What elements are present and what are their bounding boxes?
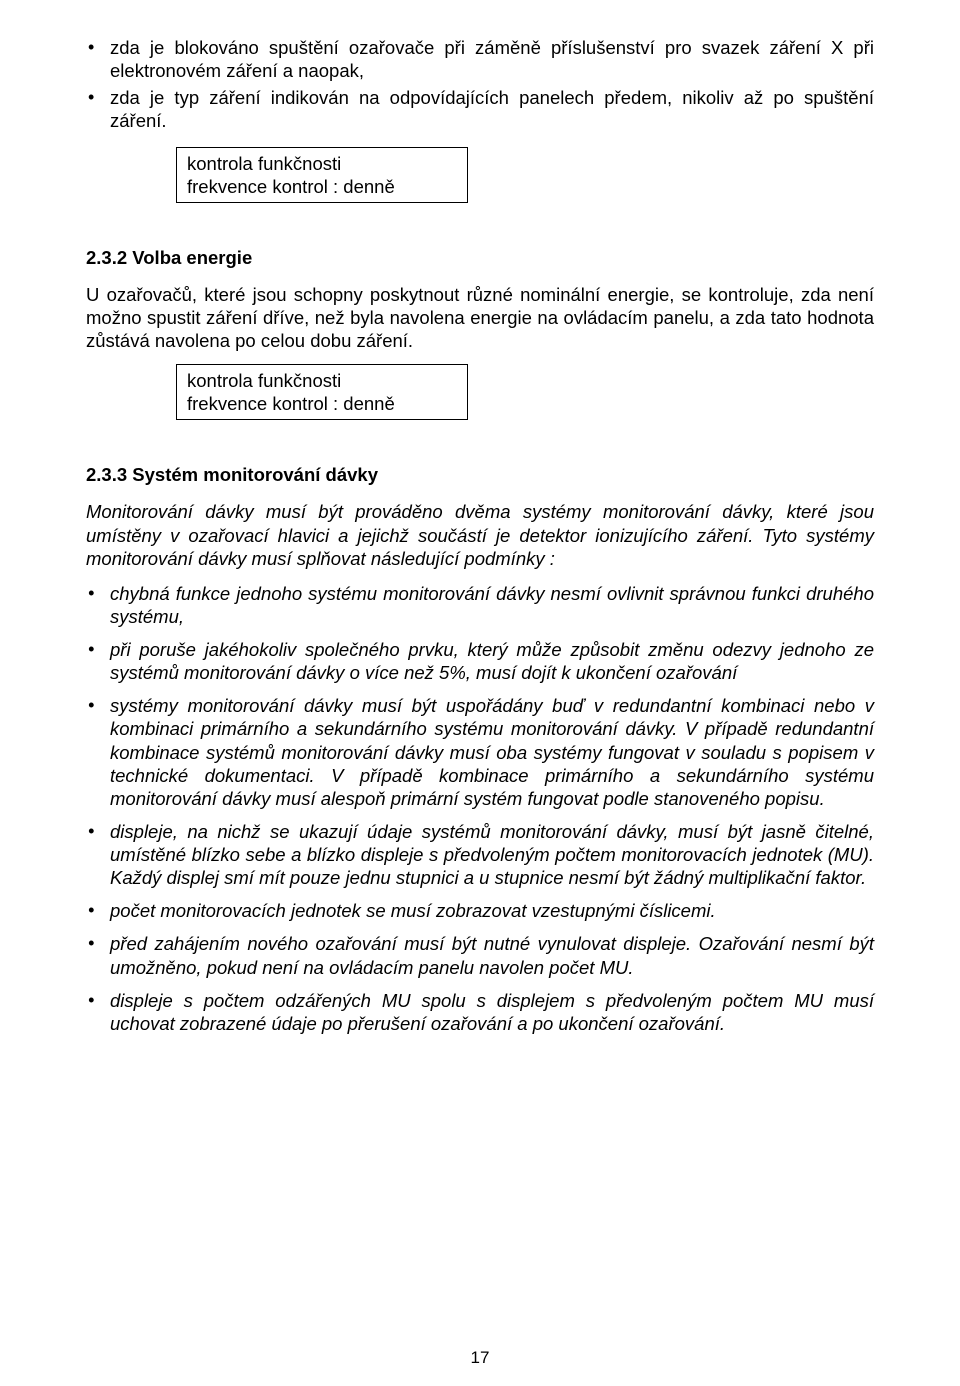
section-233-intro: Monitorování dávky musí být prováděno dv… (86, 500, 874, 569)
info-box-1: kontrola funkčnosti frekvence kontrol : … (176, 147, 468, 203)
list-item-text: při poruše jakéhokoliv společného prvku,… (110, 639, 874, 683)
list-item: při poruše jakéhokoliv společného prvku,… (86, 638, 874, 684)
page-container: zda je blokováno spuštění ozařovače při … (0, 0, 960, 1386)
top-bullet-list: zda je blokováno spuštění ozařovače při … (86, 36, 874, 133)
box-line: kontrola funkčnosti (187, 369, 457, 392)
list-item-text: před zahájením nového ozařování musí být… (110, 933, 874, 977)
list-item-text: systémy monitorování dávky musí být uspo… (110, 695, 874, 809)
page-number: 17 (0, 1348, 960, 1368)
list-item: zda je typ záření indikován na odpovídaj… (86, 86, 874, 132)
list-item-text: počet monitorovacích jednotek se musí zo… (110, 900, 716, 921)
list-item: systémy monitorování dávky musí být uspo… (86, 694, 874, 810)
section-232-paragraph: U ozařovačů, které jsou schopny poskytno… (86, 283, 874, 352)
section-233-bullet-list: chybná funkce jednoho systému monitorová… (86, 582, 874, 1035)
list-item-text: displeje s počtem odzářených MU spolu s … (110, 990, 874, 1034)
box-line: kontrola funkčnosti (187, 152, 457, 175)
list-item-text: zda je blokováno spuštění ozařovače při … (110, 37, 874, 81)
list-item-text: displeje, na nichž se ukazují údaje syst… (110, 821, 874, 888)
list-item: chybná funkce jednoho systému monitorová… (86, 582, 874, 628)
section-heading-233: 2.3.3 Systém monitorování dávky (86, 464, 874, 486)
box-line: frekvence kontrol : denně (187, 175, 457, 198)
list-item: počet monitorovacích jednotek se musí zo… (86, 899, 874, 922)
box-line: frekvence kontrol : denně (187, 392, 457, 415)
info-box-2: kontrola funkčnosti frekvence kontrol : … (176, 364, 468, 420)
list-item-text: chybná funkce jednoho systému monitorová… (110, 583, 874, 627)
section-heading-232: 2.3.2 Volba energie (86, 247, 874, 269)
list-item: displeje, na nichž se ukazují údaje syst… (86, 820, 874, 889)
list-item: zda je blokováno spuštění ozařovače při … (86, 36, 874, 82)
list-item: před zahájením nového ozařování musí být… (86, 932, 874, 978)
list-item: displeje s počtem odzářených MU spolu s … (86, 989, 874, 1035)
list-item-text: zda je typ záření indikován na odpovídaj… (110, 87, 874, 131)
